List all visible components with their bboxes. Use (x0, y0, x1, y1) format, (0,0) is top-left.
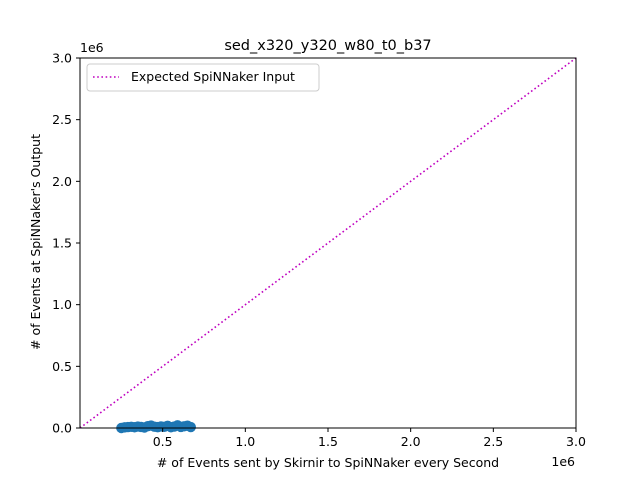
x-tick-label: 2.5 (483, 434, 503, 449)
x-tick-label: 1.5 (318, 434, 338, 449)
y-tick-label: 0.0 (52, 421, 72, 436)
y-tick-label: 1.0 (52, 297, 72, 312)
legend: Expected SpiNNaker Input (86, 63, 320, 92)
y-tick-label: 3.0 (52, 51, 72, 66)
x-tick-label: 3.0 (566, 434, 586, 449)
y-tick-label: 1.5 (52, 236, 72, 251)
y-tick-label: 0.5 (52, 359, 72, 374)
x-tick-label: 0.5 (153, 434, 173, 449)
y-tick-label: 2.5 (52, 112, 72, 127)
y-axis-label: # of Events at SpiNNaker's Output (28, 134, 43, 350)
y-tick-label: 2.0 (52, 174, 72, 189)
y-axis-offset-label: 1e6 (80, 40, 104, 55)
x-axis-label: # of Events sent by Skirnir to SpiNNaker… (157, 455, 499, 470)
scatter-point (185, 421, 196, 433)
chart-title: sed_x320_y320_w80_t0_b37 (224, 38, 431, 54)
legend-box (86, 63, 320, 92)
x-axis-offset-label: 1e6 (551, 454, 575, 469)
x-tick-label: 2.0 (401, 434, 421, 449)
plot-area: 0.5 1.0 1.5 2.0 2.5 3.0 0.0 0.5 1.0 1.5 2.0 2.5 3.0 (52, 51, 586, 450)
x-tick-label: 1.0 (235, 434, 255, 449)
legend-label-expected-input: Expected SpiNNaker Input (131, 69, 295, 84)
